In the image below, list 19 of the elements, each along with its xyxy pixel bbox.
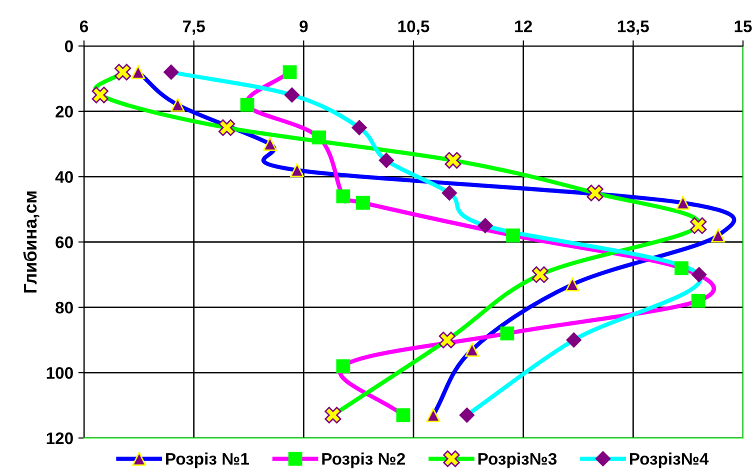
legend-label: Розріз№3 [478, 452, 557, 468]
legend-label: Розріз№4 [630, 452, 709, 468]
y-tick-label: 0 [64, 40, 73, 52]
x-tick-label: 10,5 [398, 20, 430, 35]
y-tick-label: 100 [46, 367, 73, 379]
y-tick-label: 80 [56, 302, 73, 314]
y-tick-label: 20 [56, 106, 73, 118]
x-tick-label: 7,5 [182, 20, 205, 35]
x-tick-label: 12 [515, 20, 532, 32]
x-tick-label: 15 [734, 20, 752, 32]
x-tick-label: 13,5 [618, 20, 649, 35]
y-tick-label: 120 [46, 432, 73, 444]
legend-label: Розріз №1 [166, 452, 249, 468]
x-tick-label: 9 [300, 20, 308, 32]
y-tick-label: 60 [56, 236, 73, 248]
y-axis-title: Глибина,см [23, 192, 40, 293]
x-tick-label: 6 [80, 20, 88, 32]
legend-label: Розріз №2 [322, 452, 405, 468]
y-tick-label: 40 [55, 171, 73, 183]
